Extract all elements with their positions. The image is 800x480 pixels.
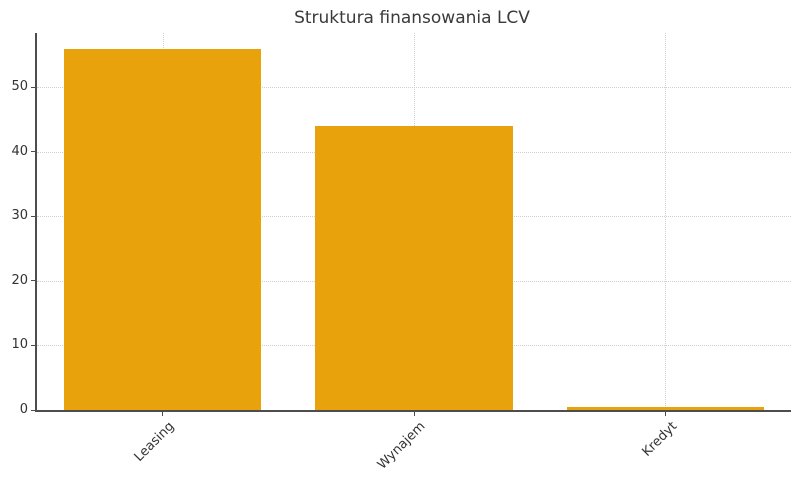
- y-tick-label-10: 10: [11, 337, 28, 353]
- x-tick-mark-wynajem: [413, 412, 415, 416]
- x-gridline-kredyt: [665, 33, 667, 410]
- x-tick-label-kredyt: Kredyt: [639, 419, 680, 460]
- chart-title: Struktura finansowania LCV: [294, 8, 530, 28]
- plot-area: 0 10 20 30 40 50 Leasing Wynajem Kredyt: [11, 33, 791, 473]
- x-tick-label-leasing: Leasing: [131, 419, 178, 465]
- y-tick-label-30: 30: [11, 208, 28, 224]
- y-tick-label-40: 40: [11, 143, 28, 159]
- y-tick-mark-0: [31, 409, 35, 411]
- y-tick-label-50: 50: [11, 79, 28, 95]
- y-tick-mark-10: [31, 344, 35, 346]
- y-tick-mark-20: [31, 280, 35, 282]
- y-tick-mark-50: [31, 86, 35, 88]
- x-tick-label-wynajem: Wynajem: [374, 419, 429, 473]
- y-tick-mark-40: [31, 151, 35, 153]
- bar-kredyt: [566, 406, 764, 410]
- y-tick-label-20: 20: [11, 272, 28, 288]
- bar-leasing: [64, 48, 262, 410]
- bar-wynajem: [315, 125, 513, 410]
- x-tick-mark-kredyt: [664, 412, 666, 416]
- y-tick-mark-30: [31, 215, 35, 217]
- x-tick-mark-leasing: [162, 412, 164, 416]
- y-tick-label-0: 0: [19, 402, 28, 417]
